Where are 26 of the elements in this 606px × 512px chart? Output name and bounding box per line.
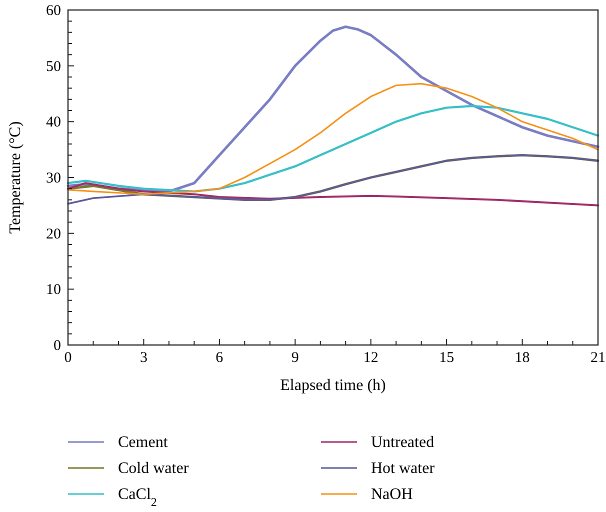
x-tick-label: 12 bbox=[363, 350, 378, 366]
x-tick-label: 6 bbox=[216, 350, 224, 366]
y-tick-label: 50 bbox=[46, 58, 61, 75]
legend-label: Cement bbox=[118, 434, 168, 451]
x-axis-title: Elapsed time (h) bbox=[280, 377, 386, 394]
x-tick-label: 0 bbox=[64, 350, 72, 366]
x-tick-label: 21 bbox=[590, 350, 606, 366]
y-tick-label: 40 bbox=[46, 114, 61, 131]
y-tick-label: 30 bbox=[46, 170, 61, 186]
y-tick-label: 10 bbox=[46, 282, 61, 298]
y-tick-label: 20 bbox=[46, 226, 61, 242]
legend-label: Hot water bbox=[371, 460, 436, 477]
line-series bbox=[66, 104, 600, 193]
x-tick-label: 3 bbox=[140, 350, 148, 366]
y-tick-label: 60 bbox=[46, 3, 61, 19]
legend-label: CaCl$_{2}$ bbox=[118, 486, 157, 509]
y-axis-title: Temperature (°C) bbox=[7, 121, 24, 234]
legend-label: Untreated bbox=[371, 434, 434, 451]
line-series bbox=[67, 182, 599, 206]
x-tick-label: 9 bbox=[291, 350, 299, 366]
y-tick-label: 0 bbox=[54, 338, 61, 354]
legend-label: NaOH bbox=[371, 486, 414, 503]
legend-label: Cold water bbox=[118, 460, 190, 477]
x-tick-label: 15 bbox=[439, 350, 454, 366]
line-series bbox=[67, 82, 599, 196]
x-tick-label: 18 bbox=[514, 350, 530, 366]
